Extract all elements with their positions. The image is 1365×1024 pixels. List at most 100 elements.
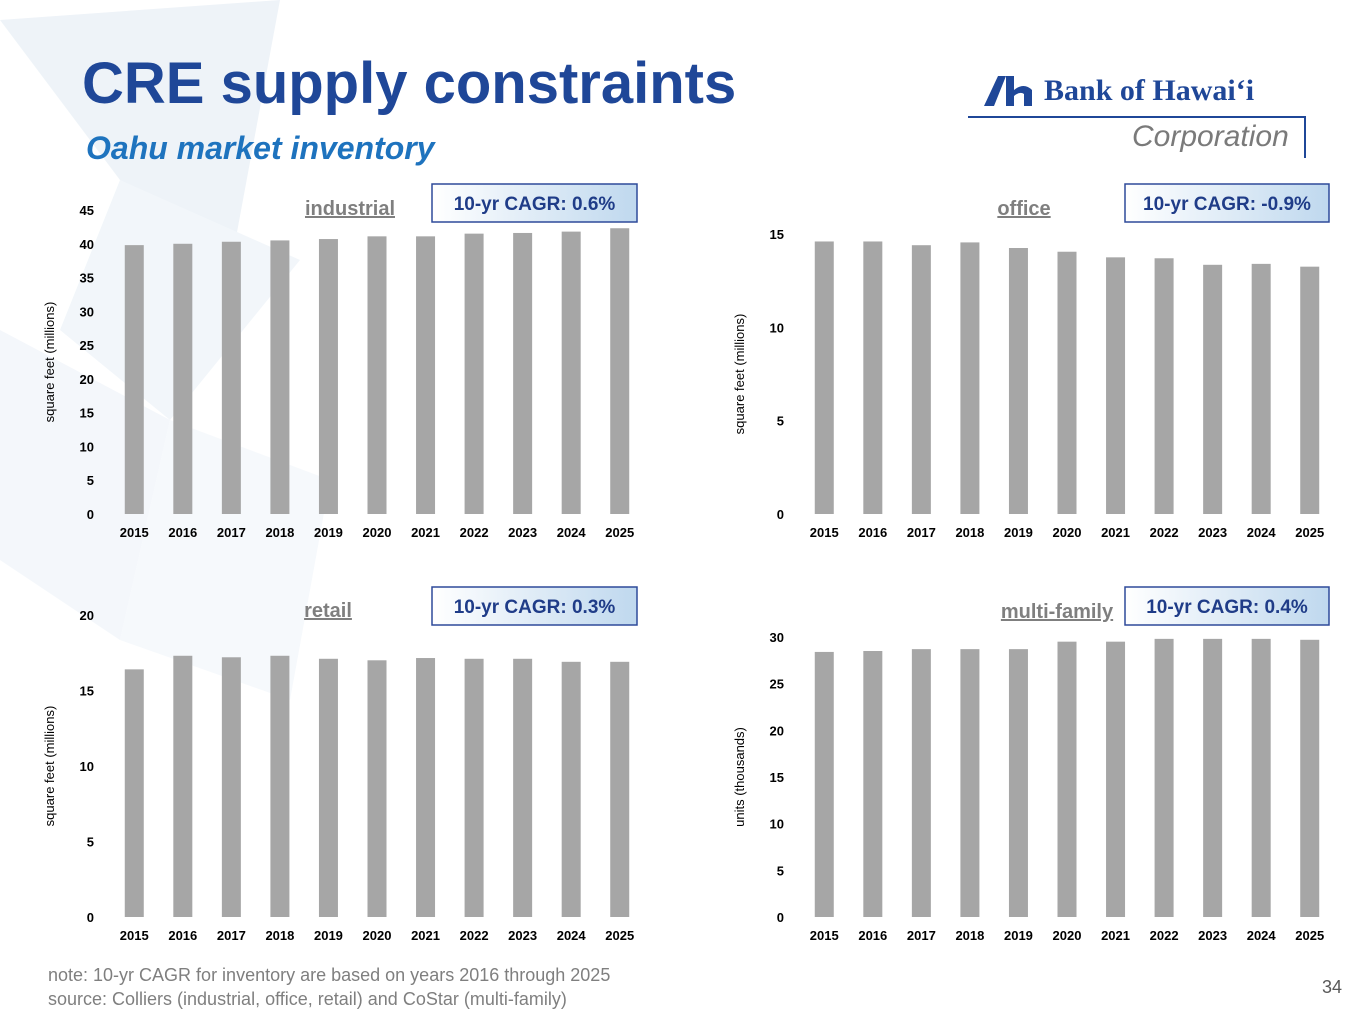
x-tick-label: 2020	[363, 928, 392, 943]
y-tick-label: 25	[80, 338, 94, 353]
footnote-note: note: 10-yr CAGR for inventory are based…	[48, 965, 611, 985]
x-tick-label: 2025	[1295, 525, 1324, 540]
x-tick-label: 2025	[605, 928, 634, 943]
x-tick-label: 2019	[314, 525, 343, 540]
bar-2017	[221, 241, 241, 515]
bar-2015	[124, 245, 144, 514]
bar-2022	[464, 658, 484, 917]
x-tick-label: 2024	[557, 525, 587, 540]
bar-2025	[610, 228, 630, 515]
chart-title: retail	[304, 600, 352, 622]
cagr-label: 10-yr CAGR: 0.6%	[454, 194, 616, 215]
bar-2015	[124, 669, 144, 917]
cagr-box	[1124, 586, 1330, 626]
chart-title: multi-family	[1001, 601, 1114, 623]
bar-2022	[1154, 258, 1174, 514]
x-tick-label: 2022	[1150, 928, 1179, 943]
x-tick-label: 2018	[265, 928, 294, 943]
x-tick-label: 2016	[858, 928, 887, 943]
bar-2016	[173, 655, 193, 917]
cagr-label: 10-yr CAGR: -0.9%	[1143, 194, 1311, 215]
y-axis-label: units (thousands)	[732, 727, 747, 827]
bar-2015	[814, 651, 834, 917]
x-tick-label: 2015	[120, 525, 149, 540]
x-tick-label: 2015	[120, 928, 149, 943]
cagr-box	[431, 586, 638, 626]
cagr-label: 10-yr CAGR: 0.4%	[1146, 597, 1308, 618]
x-tick-label: 2025	[1295, 928, 1324, 943]
x-tick-label: 2021	[411, 525, 440, 540]
bank-logo-name: Bank of Hawaiʻi	[1044, 74, 1255, 107]
footnote-source: source: Colliers (industrial, office, re…	[48, 989, 567, 1009]
y-tick-label: 10	[80, 439, 94, 454]
x-tick-label: 2023	[1198, 525, 1227, 540]
bar-2023	[513, 232, 533, 515]
bar-2017	[911, 245, 931, 514]
cagr-box	[431, 183, 638, 223]
y-tick-label: 0	[87, 910, 94, 925]
cagr-label: 10-yr CAGR: 0.3%	[454, 597, 616, 618]
bar-2024	[561, 231, 581, 514]
bar-2023	[513, 658, 533, 917]
bank-logo-corporation: Corporation	[1132, 120, 1289, 153]
y-tick-label: 35	[80, 271, 94, 286]
logo-divider	[968, 116, 1306, 118]
x-tick-label: 2023	[508, 928, 537, 943]
bar-2018	[270, 240, 290, 514]
x-tick-label: 2016	[168, 525, 197, 540]
x-tick-label: 2017	[907, 928, 936, 943]
bar-2018	[960, 242, 980, 514]
bar-2021	[1106, 641, 1126, 917]
y-tick-label: 15	[770, 227, 784, 242]
y-tick-label: 5	[777, 414, 784, 429]
page-subtitle: Oahu market inventory	[86, 130, 435, 166]
x-tick-label: 2025	[605, 525, 634, 540]
bar-2021	[416, 658, 436, 917]
y-tick-label: 5	[87, 473, 94, 488]
x-tick-label: 2022	[460, 928, 489, 943]
x-tick-label: 2021	[1101, 928, 1130, 943]
y-axis-label: square feet (millions)	[42, 302, 57, 423]
x-tick-label: 2017	[907, 525, 936, 540]
x-tick-label: 2017	[217, 525, 246, 540]
y-tick-label: 15	[80, 684, 94, 699]
y-tick-label: 15	[80, 406, 94, 421]
x-tick-label: 2019	[1004, 928, 1033, 943]
x-tick-label: 2018	[955, 525, 984, 540]
bar-2023	[1203, 638, 1223, 917]
y-tick-label: 20	[80, 608, 94, 623]
x-tick-label: 2024	[1247, 928, 1277, 943]
x-tick-label: 2016	[168, 928, 197, 943]
y-tick-label: 0	[87, 507, 94, 522]
x-tick-label: 2015	[810, 525, 839, 540]
industrial-chart: square feet (millions)051015202530354045…	[42, 183, 638, 540]
bar-2020	[1057, 641, 1077, 917]
bar-2016	[173, 243, 193, 514]
footnote: note: 10-yr CAGR for inventory are based…	[48, 963, 610, 1011]
retail-chart: square feet (millions) 0 5 10 15 20 2015 2016 20…	[42, 586, 638, 943]
x-tick-label: 2018	[955, 928, 984, 943]
y-tick-label: 10	[770, 817, 784, 832]
x-tick-label: 2017	[217, 928, 246, 943]
logo-divider-vertical	[1304, 116, 1306, 158]
x-tick-label: 2021	[411, 928, 440, 943]
bar-2016	[863, 651, 883, 917]
page-title: CRE supply constraints	[82, 51, 737, 116]
x-tick-label: 2019	[314, 928, 343, 943]
bar-2017	[911, 649, 931, 917]
bar-2019	[1008, 248, 1028, 514]
y-tick-label: 5	[777, 863, 784, 878]
office-chart: square feet (millions) 0 5 10 15 2015 2016 2017…	[732, 183, 1330, 540]
bar-2016	[863, 241, 883, 514]
bar-2019	[318, 658, 338, 917]
bar-2021	[416, 236, 436, 514]
bar-2025	[610, 661, 630, 917]
x-tick-label: 2022	[460, 525, 489, 540]
y-tick-label: 30	[770, 630, 784, 645]
bar-2024	[1251, 263, 1271, 514]
x-tick-label: 2016	[858, 525, 887, 540]
y-tick-label: 40	[80, 237, 94, 252]
y-tick-label: 10	[770, 320, 784, 335]
page-number: 34	[1322, 977, 1343, 997]
